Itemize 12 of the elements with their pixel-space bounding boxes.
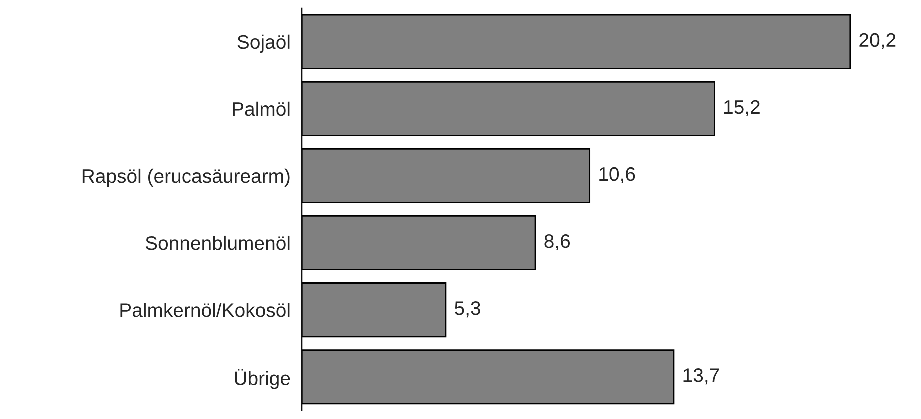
- data-label: 15,2: [724, 100, 760, 116]
- y-tick-label: Palmöl: [233, 102, 290, 116]
- data-label: 10,6: [600, 167, 636, 184]
- data-label: 20,2: [860, 33, 896, 50]
- y-tick-label: Palmkernöl/Kokosöl: [120, 303, 290, 318]
- y-tick-label: Sonnenblumenöl: [146, 236, 290, 250]
- data-label: 5,3: [455, 302, 480, 318]
- y-tick-label: Sojaöl: [238, 34, 290, 53]
- data-label: 8,6: [544, 234, 570, 251]
- y-tick-label: Rapsöl (erucasäurearm): [82, 168, 290, 188]
- data-label: 13,7: [684, 368, 720, 385]
- y-tick-label: Übrige: [235, 368, 290, 390]
